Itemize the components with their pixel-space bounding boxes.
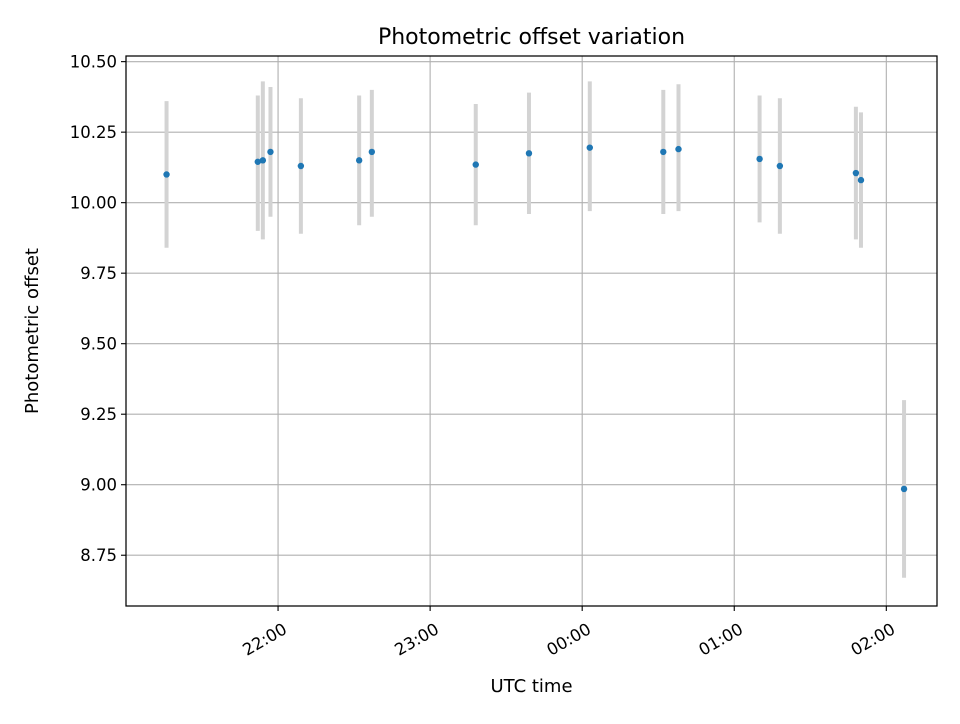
- data-point: [355, 157, 363, 164]
- y-tick-label: 9.75: [80, 264, 117, 283]
- y-tick-label: 9.25: [80, 405, 117, 424]
- data-point: [259, 157, 267, 164]
- y-tick-label: 10.00: [70, 194, 117, 213]
- data-point: [297, 162, 305, 170]
- y-tick-label: 10.50: [70, 53, 117, 72]
- data-point: [852, 169, 860, 177]
- data-point: [267, 148, 274, 156]
- data-point: [857, 176, 865, 184]
- y-tick-label: 9.00: [80, 476, 117, 495]
- data-point: [660, 148, 667, 156]
- data-point: [900, 485, 908, 493]
- point-layer: [163, 144, 908, 493]
- data-point: [586, 144, 593, 151]
- y-axis-label: Photometric offset: [22, 248, 43, 414]
- chart-title: Photometric offset variation: [378, 25, 685, 50]
- x-axis-label: UTC time: [490, 676, 572, 697]
- y-tick-label: 8.75: [80, 546, 117, 565]
- plot-frame: [125, 55, 938, 607]
- data-point: [675, 145, 682, 153]
- data-point: [254, 158, 261, 165]
- data-point: [525, 150, 533, 157]
- y-tick-label: 10.25: [70, 123, 117, 142]
- data-point: [368, 148, 376, 156]
- data-point: [776, 162, 784, 170]
- y-tick-label: 9.50: [80, 335, 117, 354]
- data-point: [163, 171, 170, 178]
- data-point: [756, 155, 763, 163]
- data-point: [472, 161, 479, 168]
